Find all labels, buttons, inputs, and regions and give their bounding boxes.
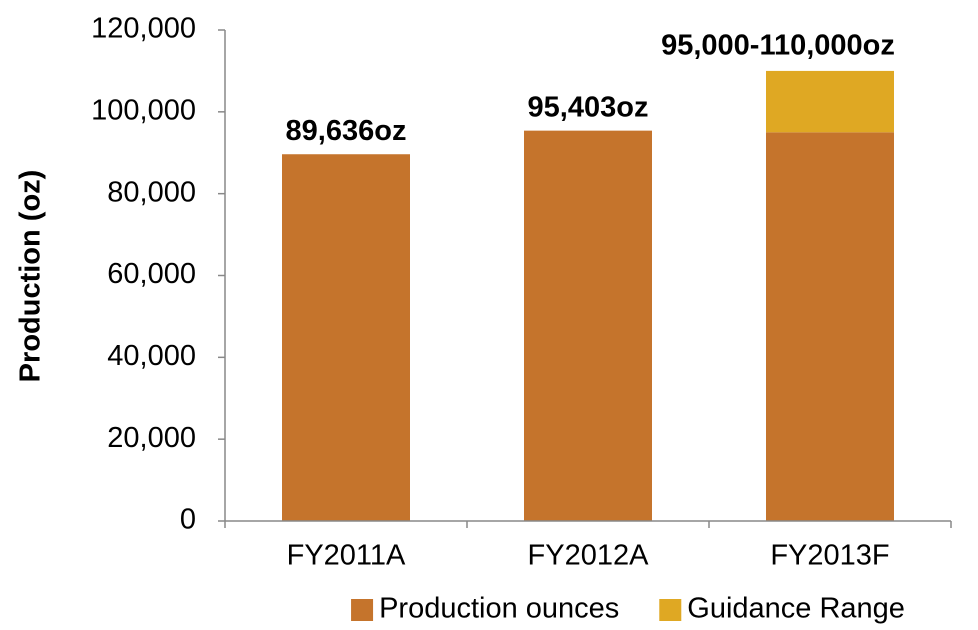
bar	[766, 70, 894, 133]
legend-label: Guidance Range	[687, 593, 905, 625]
y-tick-label: 60,000	[107, 258, 196, 290]
y-tick-label: 40,000	[107, 340, 196, 372]
data-label: 89,636oz	[286, 115, 407, 147]
legend-swatch	[351, 599, 374, 621]
y-tick-label: 120,000	[91, 13, 196, 45]
data-label: 95,403oz	[528, 91, 649, 123]
x-tick-label: FY2013F	[770, 540, 889, 572]
y-tick-label: 100,000	[91, 94, 196, 126]
x-tick-label: FY2011A	[287, 540, 406, 572]
y-tick-label: 20,000	[107, 422, 196, 454]
bar	[282, 154, 410, 521]
legend-swatch	[659, 599, 682, 621]
x-tick-label: FY2012A	[528, 540, 650, 572]
y-tick-label: 80,000	[107, 176, 196, 208]
bar	[524, 130, 652, 521]
bar	[766, 132, 894, 521]
legend-label: Production ounces	[379, 593, 619, 625]
annotation: 95,000-110,000oz	[661, 30, 895, 62]
y-tick-label: 0	[180, 504, 196, 536]
y-axis-title: Production (oz)	[15, 170, 47, 383]
